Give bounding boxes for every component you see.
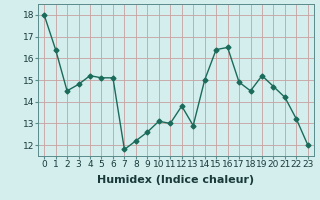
X-axis label: Humidex (Indice chaleur): Humidex (Indice chaleur): [97, 175, 255, 185]
